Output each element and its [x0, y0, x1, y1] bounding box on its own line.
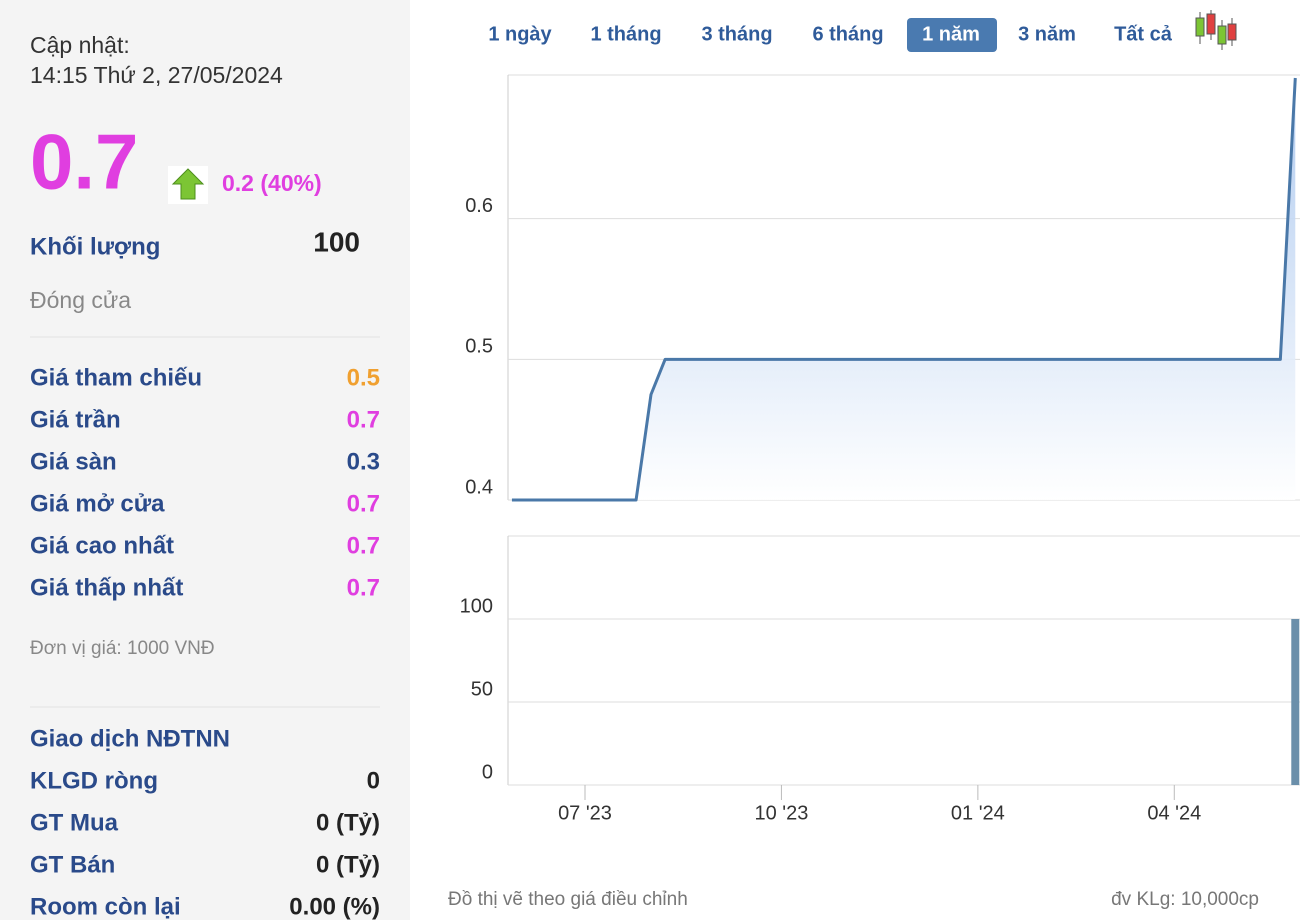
y-tick-label: 0: [482, 761, 493, 783]
chart-type-icon[interactable]: [1195, 10, 1237, 50]
row-value: 0.7: [347, 532, 380, 559]
time-range-tab[interactable]: 3 tháng: [701, 23, 772, 45]
row-label: Giá thấp nhất: [30, 574, 183, 601]
volume-bar: [1291, 619, 1300, 785]
row-label: Giá tham chiếu: [30, 364, 202, 391]
x-tick-label: 04 '24: [1147, 802, 1201, 824]
row-value: 0.3: [347, 448, 380, 475]
unit-note: Đơn vị giá: 1000 VNĐ: [30, 638, 215, 659]
row-label: Room còn lại: [30, 893, 181, 920]
row-value: 0.5: [347, 364, 380, 391]
row-label: Giá trần: [30, 406, 121, 433]
row-value: 0 (Tỷ): [316, 809, 380, 836]
row-label: Giá cao nhất: [30, 532, 174, 559]
up-arrow: [168, 166, 208, 204]
row-value: 0.00 (%): [289, 893, 380, 920]
price-line: [511, 77, 1297, 502]
y-tick-label: 0.6: [465, 195, 493, 217]
footer-unit: đv KLg: 10,000cp: [1111, 889, 1259, 910]
volume-value: 100: [313, 226, 360, 257]
x-tick-label: 07 '23: [558, 802, 612, 824]
x-tick-label: 10 '23: [754, 802, 808, 824]
row-value: 0.7: [347, 406, 380, 433]
time-range-tab[interactable]: 1 năm: [922, 23, 980, 45]
row-value: 0: [367, 767, 380, 794]
time-range-tab[interactable]: 1 tháng: [590, 23, 661, 45]
row-label: KLGD ròng: [30, 767, 158, 794]
x-tick-label: 01 '24: [951, 802, 1005, 824]
time-range-tab[interactable]: 1 ngày: [488, 23, 552, 45]
y-tick-label: 50: [471, 678, 493, 700]
y-tick-label: 0.4: [465, 476, 493, 498]
tab-active-bg[interactable]: [907, 18, 997, 52]
update-label: Cập nhật:: [30, 32, 130, 58]
footer-note: Đồ thị vẽ theo giá điều chỉnh: [448, 889, 688, 910]
row-label: Giá mở cửa: [30, 490, 165, 517]
row-value: 0 (Tỷ): [316, 851, 380, 878]
foreign-title: Giao dịch NĐTNN: [30, 725, 230, 752]
row-value: 0.7: [347, 490, 380, 517]
y-tick-label: 100: [460, 595, 493, 617]
price: 0.7: [30, 118, 138, 206]
row-label: GT Mua: [30, 809, 119, 836]
time-range-tab[interactable]: Tất cả: [1114, 23, 1173, 45]
price-area: [511, 78, 1296, 500]
volume-label: Khối lượng: [30, 233, 160, 260]
status: Đóng cửa: [30, 287, 131, 313]
time-range-tab[interactable]: 6 tháng: [812, 23, 883, 45]
row-label: GT Bán: [30, 851, 115, 878]
row-label: Giá sàn: [30, 448, 117, 475]
row-value: 0.7: [347, 574, 380, 601]
price-change: 0.2 (40%): [222, 170, 322, 196]
sidebar: [0, 0, 410, 920]
time-range-tab[interactable]: 3 năm: [1018, 23, 1076, 45]
y-tick-label: 0.5: [465, 336, 493, 358]
update-time: 14:15 Thứ 2, 27/05/2024: [30, 62, 283, 88]
